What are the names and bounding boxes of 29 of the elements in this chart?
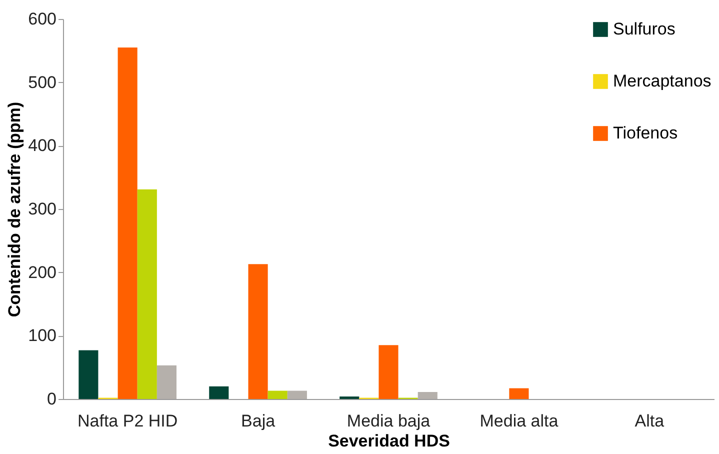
y-tick-label: 100	[28, 326, 56, 346]
y-tick-label: 400	[28, 136, 56, 156]
y-tick-label: 500	[28, 72, 56, 92]
y-tick-label: 0	[47, 390, 56, 408]
x-tick-label: Media baja	[346, 412, 431, 430]
bar	[378, 345, 398, 399]
bar	[156, 365, 176, 399]
x-tick-label: Baja	[241, 412, 276, 430]
x-tick-label: Nafta P2 HID	[78, 412, 178, 430]
bar	[78, 350, 98, 399]
y-axis-title: Contenido de azufre (ppm)	[5, 102, 24, 318]
bar	[137, 189, 157, 399]
bar	[209, 386, 229, 399]
bar	[418, 392, 438, 399]
y-tick-label: 600	[28, 10, 56, 28]
bar	[509, 388, 529, 399]
bar	[118, 48, 138, 399]
legend-label: Tiofenos	[613, 124, 678, 142]
x-axis-title: Severidad HDS	[328, 432, 450, 450]
bar	[340, 396, 360, 399]
legend-label: Mercaptanos	[613, 72, 712, 90]
y-tick-label: 200	[28, 262, 56, 282]
legend-label: Sulfuros	[613, 20, 676, 38]
x-tick-label: Media alta	[480, 412, 559, 430]
x-tick-label: Alta	[634, 412, 665, 430]
y-tick-label: 300	[28, 200, 56, 218]
bar	[287, 390, 307, 399]
bar	[268, 390, 288, 399]
bar	[248, 264, 268, 399]
